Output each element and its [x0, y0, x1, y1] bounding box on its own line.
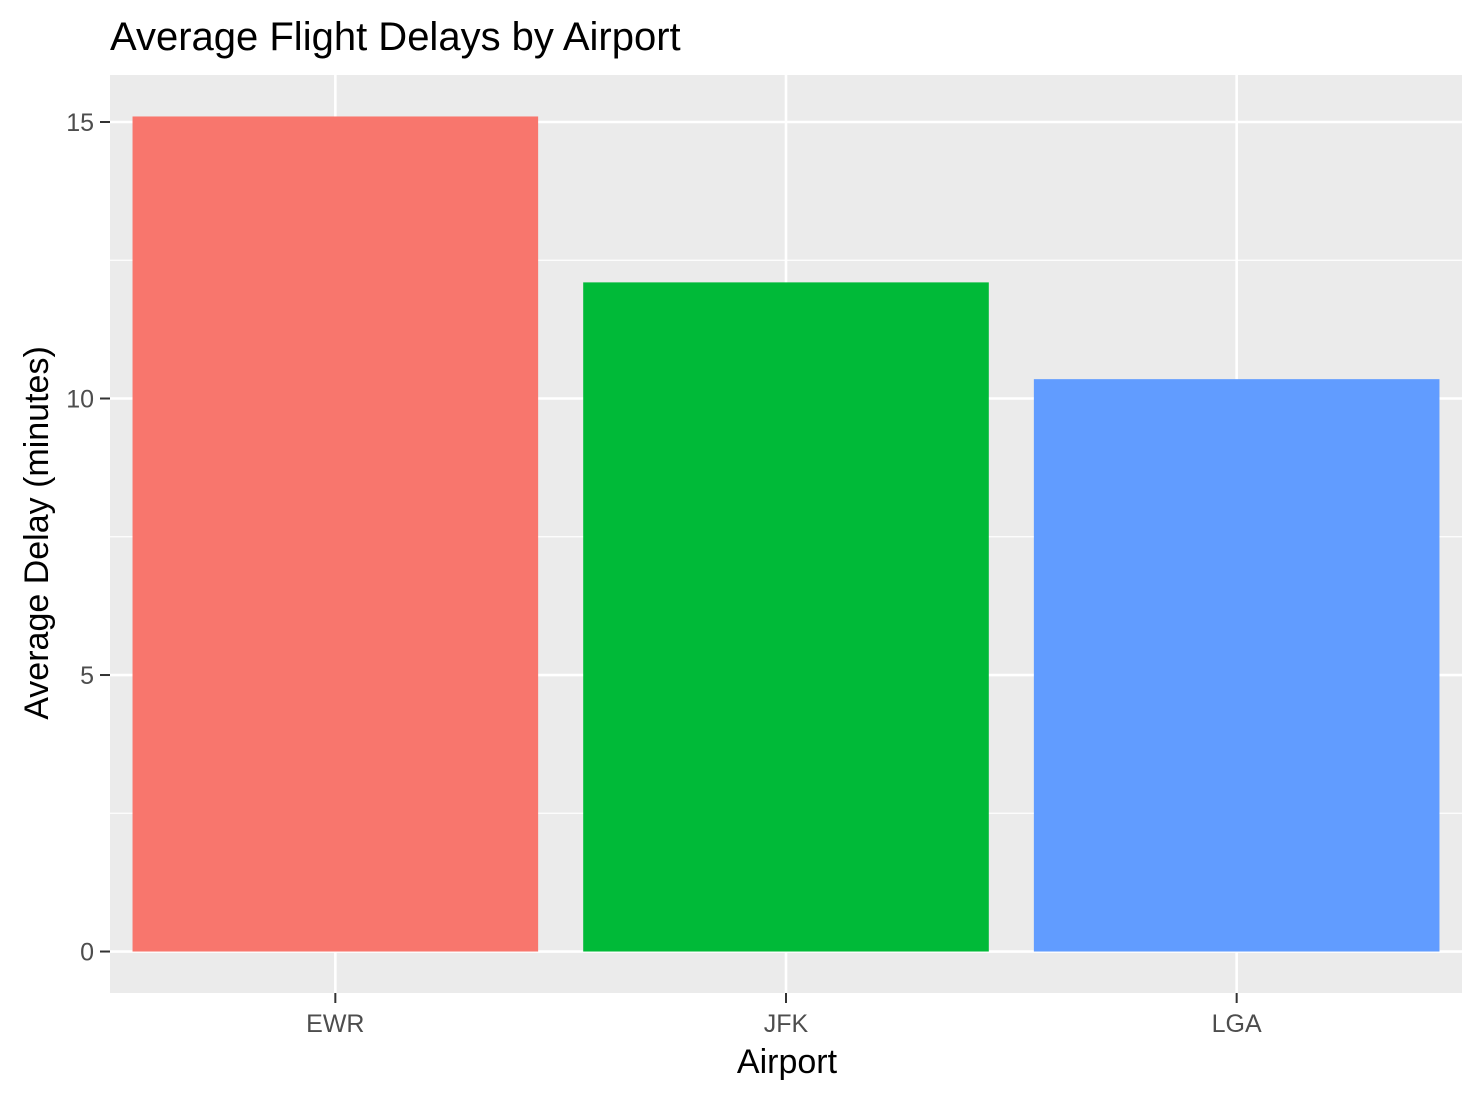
y-tick-label: 15: [66, 109, 94, 137]
bars-group: [132, 116, 1440, 952]
y-tick-label: 0: [80, 939, 94, 967]
bar-jfk: [583, 282, 989, 952]
x-axis: EWR JFK LGA: [306, 993, 1262, 1038]
bar-ewr: [132, 116, 539, 952]
y-axis: 0 5 10 15: [66, 109, 110, 967]
x-axis-title: Airport: [737, 1043, 838, 1081]
bar-lga: [1033, 379, 1440, 952]
x-tick-label: LGA: [1212, 1010, 1262, 1038]
y-axis-title: Average Delay (minutes): [18, 346, 56, 720]
y-tick-label: 10: [66, 386, 94, 414]
chart-title: Average Flight Delays by Airport: [110, 15, 681, 59]
x-tick-label: EWR: [306, 1010, 364, 1038]
x-tick-label: JFK: [764, 1010, 809, 1038]
y-tick-label: 5: [80, 662, 94, 690]
